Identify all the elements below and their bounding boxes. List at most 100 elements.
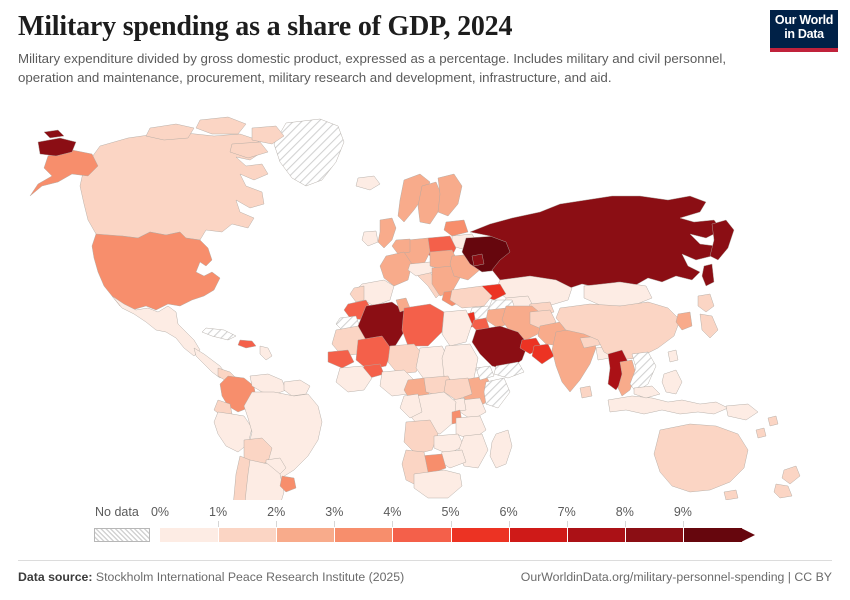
country-zambia[interactable] — [433, 433, 465, 455]
country-australia[interactable] — [653, 423, 749, 493]
country-chile[interactable] — [222, 455, 251, 500]
chart-subtitle: Military expenditure divided by gross do… — [18, 51, 727, 85]
data-source-value: Stockholm International Peace Research I… — [95, 570, 405, 584]
legend-bin-5[interactable] — [450, 528, 510, 542]
country-greenland[interactable] — [273, 118, 345, 187]
country-russia[interactable] — [469, 195, 723, 291]
country-gabon-congo[interactable] — [399, 393, 423, 419]
legend-tick-mark — [276, 521, 278, 527]
country-malaysia[interactable] — [633, 385, 661, 399]
legend-tick-mark — [218, 521, 220, 527]
country-egypt[interactable] — [441, 309, 473, 347]
country-france[interactable] — [379, 251, 413, 287]
country-alaska[interactable] — [29, 149, 99, 197]
country-moldova[interactable] — [471, 253, 485, 267]
country-south-sudan[interactable] — [443, 377, 473, 401]
country-pacific-islands[interactable] — [755, 415, 779, 439]
country-oman[interactable] — [531, 343, 555, 365]
legend-tick-0: 0% — [150, 505, 170, 519]
country-ireland[interactable] — [361, 230, 379, 247]
legend-tick-3: 3% — [325, 505, 344, 519]
legend-no-data-swatch[interactable] — [94, 528, 150, 542]
country-niger[interactable] — [387, 343, 425, 375]
country-canada-islands[interactable] — [145, 116, 285, 159]
legend-tick-5: 5% — [441, 505, 460, 519]
country-japan[interactable] — [697, 293, 719, 339]
legend-tick-mark — [566, 521, 568, 527]
map-legend[interactable]: No data 0% 1% 2% 3% 4% 5% 6% 7% 8% 9% — [0, 505, 850, 551]
country-new-zealand[interactable] — [773, 465, 801, 499]
country-angola[interactable] — [403, 419, 439, 455]
legend-tick-2: 2% — [267, 505, 286, 519]
legend-bin-7[interactable] — [566, 528, 626, 542]
legend-tick-4: 4% — [383, 505, 402, 519]
country-mongolia[interactable] — [583, 281, 653, 307]
country-sweden[interactable] — [417, 181, 443, 225]
country-papua-new-guinea[interactable] — [725, 403, 759, 421]
country-south-africa[interactable] — [413, 469, 463, 499]
country-hispaniola[interactable] — [237, 339, 257, 349]
legend-bin-3[interactable] — [334, 528, 393, 542]
legend-bin-1[interactable] — [218, 528, 277, 542]
country-taiwan[interactable] — [667, 349, 679, 363]
legend-bin-9[interactable] — [682, 528, 742, 542]
country-united-kingdom[interactable] — [377, 217, 397, 249]
legend-tick-7: 7% — [557, 505, 576, 519]
country-portugal[interactable] — [349, 285, 365, 303]
legend-bin-0[interactable] — [160, 528, 219, 542]
legend-tick-8: 8% — [615, 505, 634, 519]
country-iceland[interactable] — [355, 175, 381, 191]
country-finland[interactable] — [437, 173, 463, 217]
country-libya[interactable] — [401, 303, 445, 347]
legend-tick-mark — [508, 521, 510, 527]
legend-bin-separator — [566, 528, 568, 542]
country-indonesia[interactable] — [607, 395, 729, 415]
country-netherlands-belgium[interactable] — [391, 238, 411, 255]
country-united-states[interactable] — [91, 231, 221, 311]
country-turkey[interactable] — [449, 285, 493, 309]
legend-bin-6[interactable] — [508, 528, 568, 542]
owid-logo-line1: Our World — [774, 13, 834, 27]
legend-bin-4[interactable] — [392, 528, 452, 542]
country-sri-lanka[interactable] — [579, 385, 593, 399]
country-cuba[interactable] — [201, 327, 237, 341]
country-yemen[interactable] — [493, 361, 525, 379]
legend-tick-mark — [392, 521, 394, 527]
country-guyanas[interactable] — [283, 379, 311, 397]
world-map[interactable] — [0, 100, 850, 500]
country-korea[interactable] — [675, 311, 693, 331]
country-venezuela[interactable] — [249, 373, 287, 395]
page-title: Military spending as a share of GDP, 202… — [18, 11, 513, 42]
legend-color-bar[interactable] — [160, 528, 755, 542]
owid-logo[interactable]: Our World in Data — [770, 10, 838, 52]
legend-bin-8[interactable] — [624, 528, 684, 542]
legend-bin-separator — [624, 528, 626, 542]
legend-bin-separator — [392, 528, 394, 542]
country-russia-sakhalin[interactable] — [701, 263, 715, 287]
country-russia-kamchatka[interactable] — [709, 219, 735, 261]
country-peru[interactable] — [213, 411, 253, 453]
legend-bin-2[interactable] — [276, 528, 335, 542]
legend-no-data-label: No data — [95, 505, 139, 519]
country-philippines[interactable] — [661, 369, 683, 395]
country-senegal-guinea[interactable] — [327, 349, 355, 369]
country-thailand[interactable] — [617, 359, 637, 397]
country-russia-chukotka[interactable] — [37, 129, 77, 157]
legend-tick-6: 6% — [499, 505, 518, 519]
legend-tick-mark — [624, 521, 626, 527]
data-source-label: Data source: — [18, 570, 93, 584]
country-mali[interactable] — [355, 335, 393, 371]
country-madagascar[interactable] — [489, 429, 513, 469]
country-caribbean-lesser[interactable] — [259, 345, 273, 361]
legend-bin-separator — [334, 528, 336, 542]
country-somalia[interactable] — [483, 377, 511, 409]
country-tasmania[interactable] — [723, 489, 739, 500]
country-baltics[interactable] — [443, 219, 469, 237]
source-url-license[interactable]: OurWorldinData.org/military-personnel-sp… — [520, 570, 832, 584]
country-mexico[interactable] — [111, 295, 201, 357]
country-eritrea-djibouti[interactable] — [475, 365, 495, 381]
country-west-africa-coast[interactable] — [335, 365, 373, 393]
country-uruguay[interactable] — [279, 475, 297, 493]
country-switzerland-austria[interactable] — [407, 261, 435, 277]
